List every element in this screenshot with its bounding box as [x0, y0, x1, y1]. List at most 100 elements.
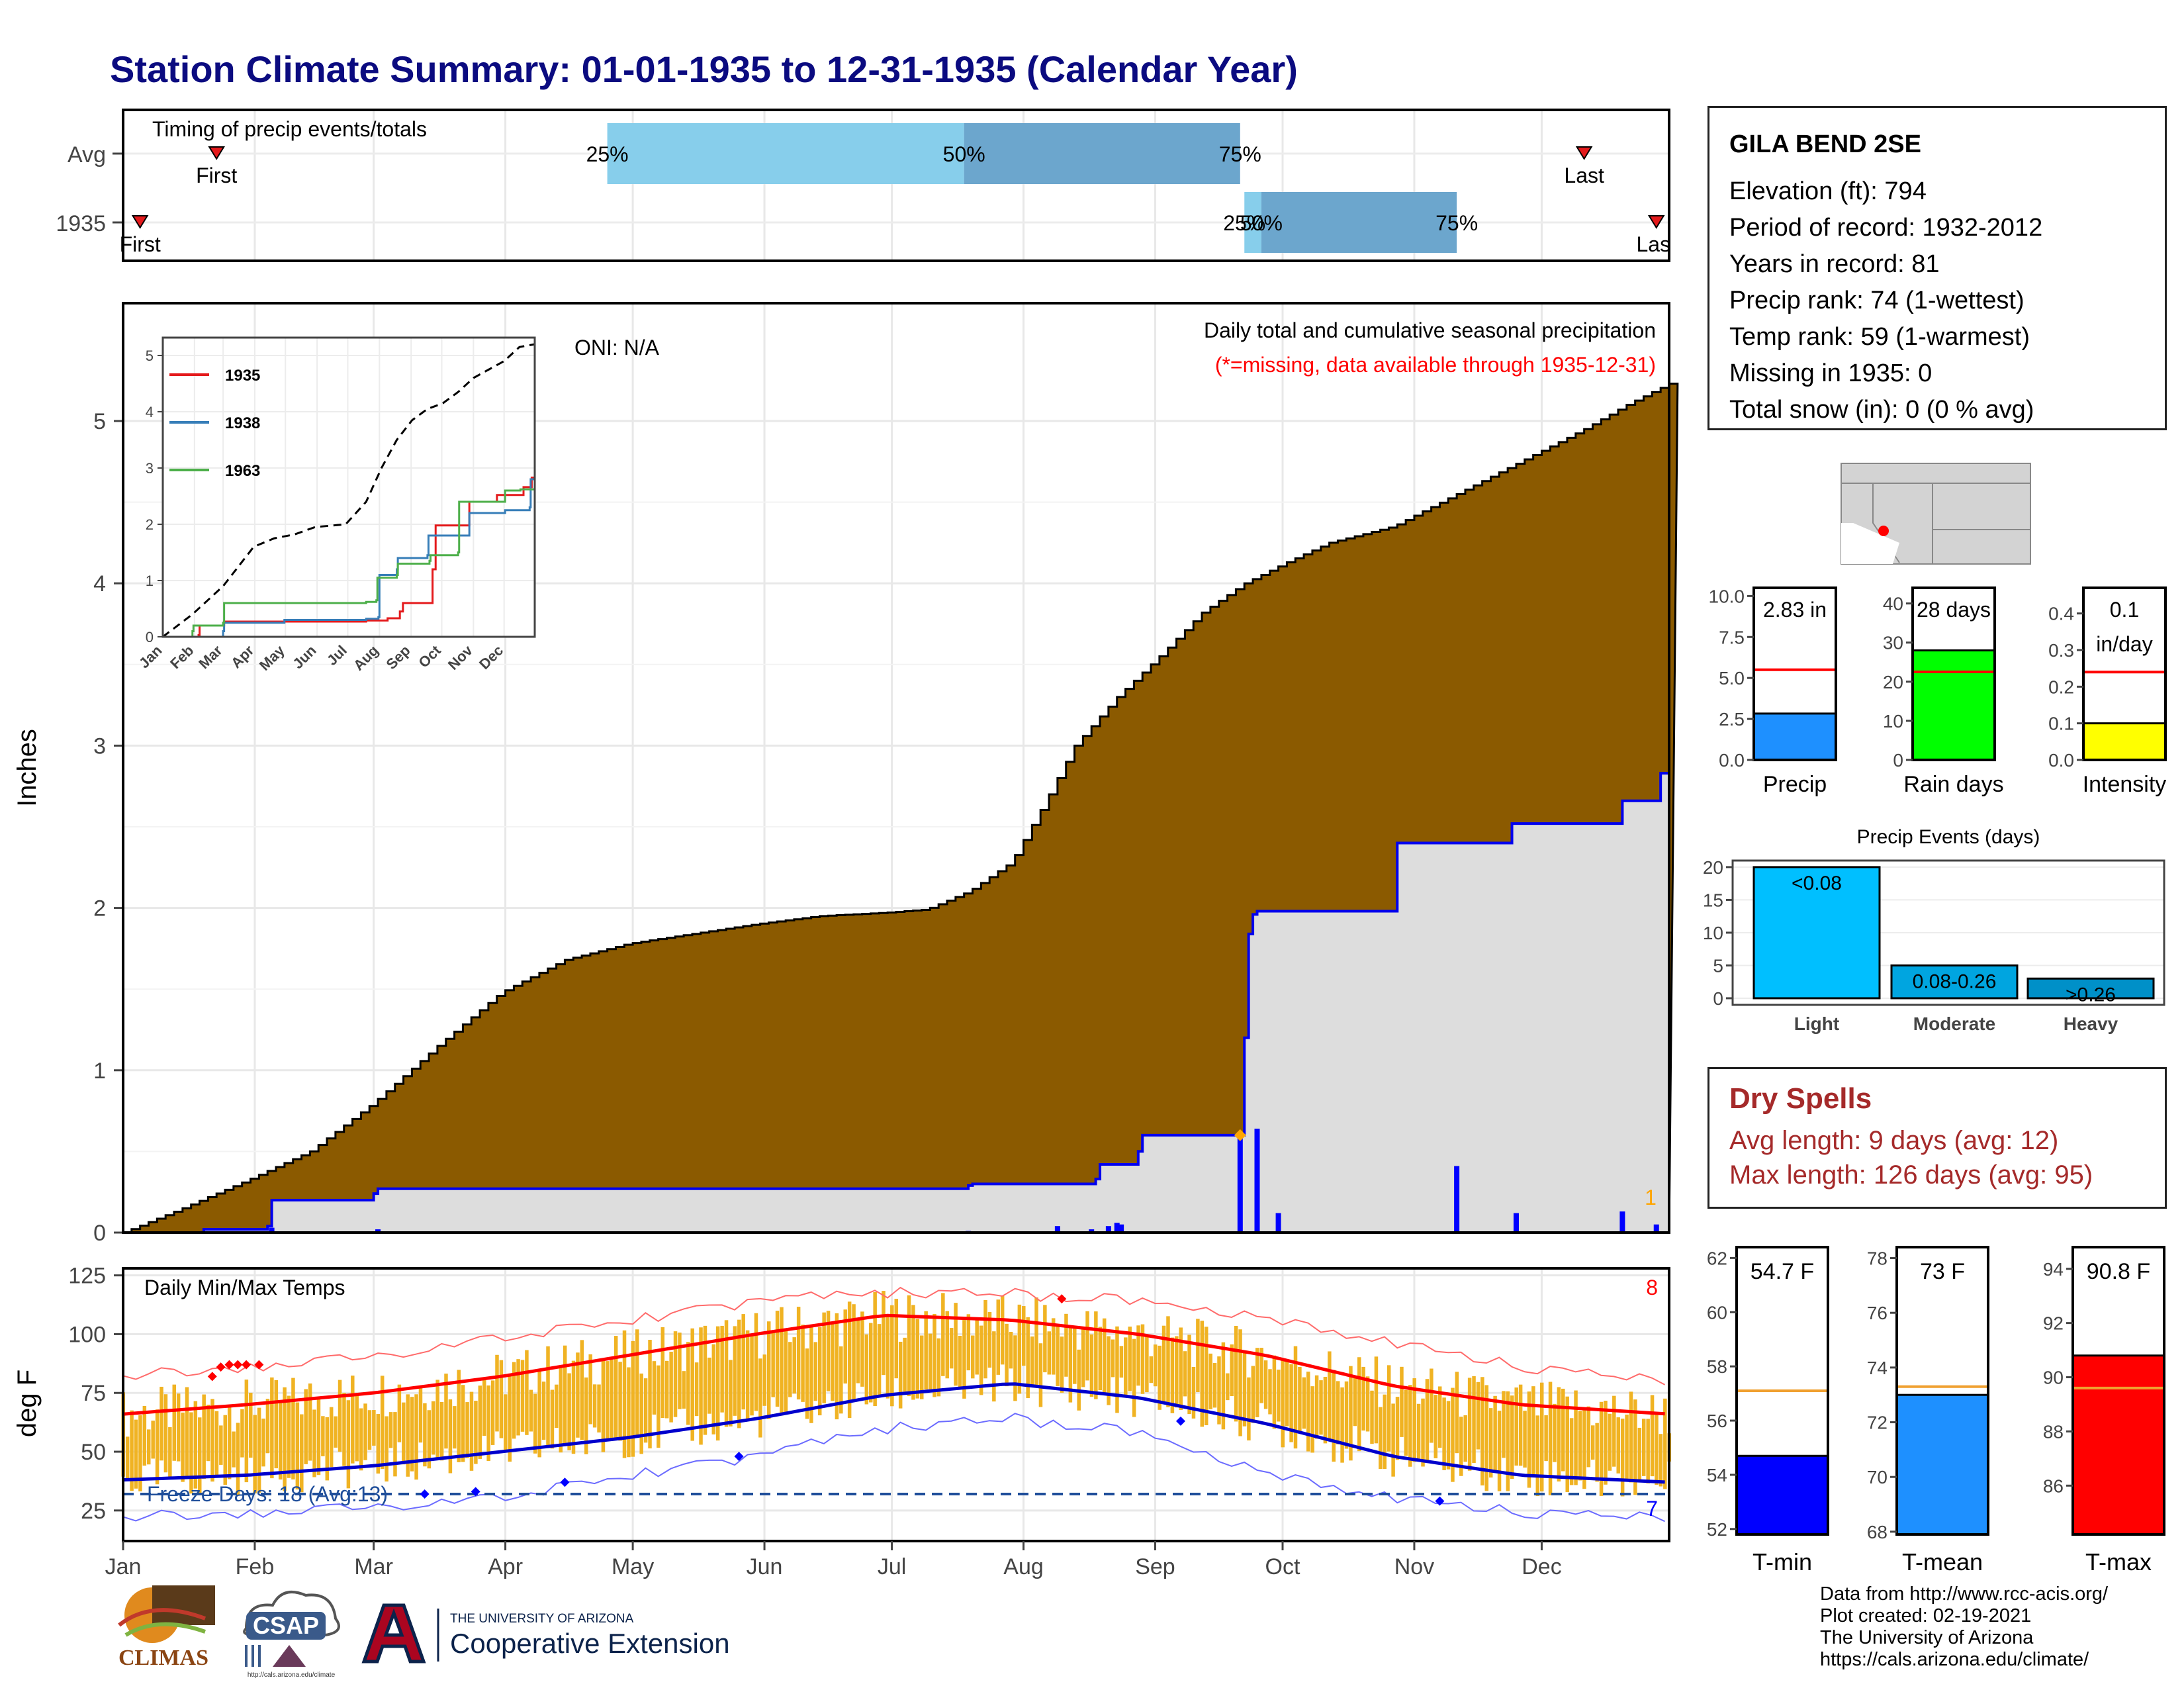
daily-temp-bar [610, 1360, 614, 1441]
daily-temp-bar [1433, 1395, 1438, 1458]
daily-temp-bar [1353, 1376, 1357, 1427]
daily-temp-bar [890, 1305, 894, 1407]
month-label: Oct [1265, 1554, 1300, 1579]
daily-temp-bar [520, 1360, 525, 1432]
inset-y-tick-label: 5 [146, 348, 154, 364]
daily-temp-bar [1293, 1346, 1298, 1449]
daily-temp-bar [189, 1412, 193, 1494]
tbar-value-label: 73 F [1920, 1259, 1965, 1284]
daily-temp-bar [1226, 1373, 1230, 1401]
daily-temp-bar [142, 1405, 147, 1466]
minibar-value-label: 0.1 [2110, 598, 2139, 622]
daily-temp-bar [801, 1325, 805, 1402]
daily-temp-bar [185, 1387, 189, 1479]
timing-bar-50-75 [964, 123, 1240, 184]
daily-temp-bar [886, 1317, 890, 1399]
daily-temp-bar [920, 1335, 924, 1399]
daily-temp-bar [257, 1407, 261, 1493]
daily-temp-bar [1302, 1377, 1306, 1429]
daily-temp-bar [244, 1380, 249, 1483]
oni-label: ONI: N/A [574, 336, 660, 359]
timing-p25-label: 25% [1223, 211, 1265, 235]
daily-temp-bar [1484, 1385, 1489, 1491]
month-label: Nov [1394, 1554, 1434, 1579]
daily-temp-bar [907, 1295, 911, 1397]
daily-temp-bar [406, 1394, 410, 1477]
daily-temp-bar [427, 1410, 432, 1469]
daily-temp-bar [958, 1335, 962, 1387]
timing-bar-25-50 [1244, 192, 1261, 253]
daily-temp-bar [1633, 1399, 1637, 1495]
daily-temp-bar [1472, 1376, 1476, 1463]
daily-temp-bar [847, 1301, 852, 1419]
daily-temp-bar [898, 1341, 903, 1409]
daily-temp-bar [1030, 1336, 1034, 1386]
daily-temp-bar [1247, 1377, 1251, 1441]
daily-precip-bar [1054, 1226, 1060, 1233]
daily-temp-bar [962, 1320, 966, 1399]
month-label: Mar [354, 1554, 393, 1579]
daily-temp-bar [1557, 1387, 1561, 1482]
daily-precip-bar [1254, 1129, 1260, 1233]
timing-p50-label: 50% [943, 142, 985, 166]
daily-temp-bar [240, 1409, 244, 1458]
minibar-tick-label: 10.0 [1709, 586, 1745, 606]
tbar-tick-label: 54 [1707, 1465, 1727, 1485]
daily-temp-bar [214, 1411, 219, 1476]
daily-temp-bar [975, 1317, 979, 1375]
daily-temp-bar [1374, 1356, 1379, 1444]
daily-temp-bar [592, 1384, 597, 1428]
daily-temp-bar [1344, 1381, 1349, 1449]
daily-temp-bar [435, 1380, 439, 1459]
daily-temp-bar [643, 1378, 648, 1443]
daily-temp-bar [729, 1360, 733, 1427]
csap-logo: CSAP http://cals.arizona.edu/climate [243, 1591, 340, 1679]
daily-temp-bar [1488, 1408, 1493, 1478]
daily-temp-bar [1196, 1319, 1200, 1393]
daily-temp-bar [733, 1326, 737, 1416]
daily-temp-bar [1535, 1415, 1540, 1496]
normal-max-line [122, 1313, 1665, 1416]
daily-precip-bar [1454, 1166, 1460, 1233]
precip-y-tick-label: 3 [93, 733, 106, 759]
temps-y-axis-label: deg F [13, 1370, 42, 1437]
tbar-category-label: T-mean [1902, 1548, 1983, 1575]
daily-temp-bar [193, 1401, 198, 1489]
daily-temp-bar [563, 1345, 567, 1446]
daily-temp-bar [334, 1416, 338, 1448]
minibar-tick-label: 0.3 [2048, 640, 2074, 661]
daily-temp-bar [694, 1362, 699, 1417]
daily-temp-bar [741, 1314, 745, 1410]
events-tick-label: 15 [1703, 890, 1723, 910]
tbar-tick-label: 78 [1867, 1248, 1888, 1269]
daily-temp-bar [1383, 1394, 1387, 1470]
month-label: Feb [236, 1554, 275, 1579]
temps-y-tick-label: 75 [81, 1381, 106, 1406]
precip-frame [122, 302, 1670, 1234]
daily-temp-bar [1119, 1346, 1124, 1378]
daily-temp-bar [1544, 1415, 1548, 1462]
daily-temp-bar [903, 1337, 907, 1392]
climas-logo-text: CLIMAS [118, 1646, 208, 1670]
minibar-category-label: Precip [1763, 772, 1827, 797]
daily-temp-bar [678, 1333, 682, 1409]
ua-logo: THE UNIVERSITY OF ARIZONA Cooperative Ex… [361, 1603, 730, 1664]
daily-temp-bar [1212, 1363, 1217, 1408]
daily-temp-bar [1200, 1321, 1205, 1427]
daily-temp-bar [1357, 1357, 1361, 1452]
minibar-frame [1752, 586, 1837, 761]
tbar-frame [1735, 1246, 1829, 1536]
daily-temp-bar [321, 1416, 325, 1456]
daily-temp-bar [1646, 1419, 1650, 1483]
station-period: Period of record: 1932-2012 [1729, 214, 2043, 242]
daily-temp-bar [618, 1362, 622, 1441]
freeze-days-label: Freeze Days: 18 (Avg:13) [147, 1482, 388, 1506]
daily-temp-bar [1493, 1395, 1497, 1471]
daily-temp-bar [1319, 1380, 1323, 1435]
temps-y-tick-label: 125 [68, 1264, 106, 1289]
timing-last-marker [1575, 146, 1593, 160]
station-snow: Total snow (in): 0 (0 % avg) [1729, 396, 2034, 424]
timing-title: Timing of precip events/totals [152, 117, 427, 141]
daily-temp-bar [1140, 1324, 1145, 1394]
daily-temp-bar [873, 1291, 877, 1407]
